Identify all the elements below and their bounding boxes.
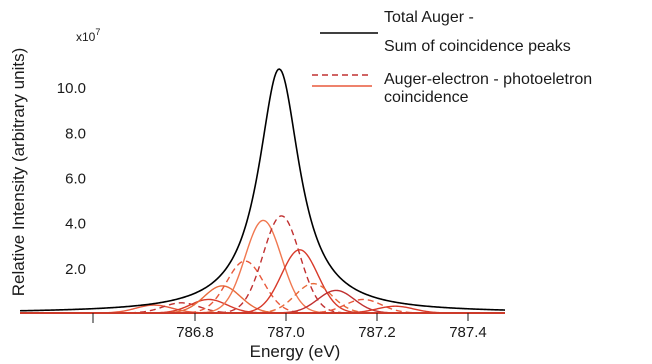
y-tick-label-4: 8.0 xyxy=(65,125,86,142)
legend-label-coincidence-line1: Auger-electron - photoeletron xyxy=(384,71,592,88)
x-tick-label-2: 787.0 xyxy=(267,324,305,341)
x-tick-label-3: 787.2 xyxy=(358,324,396,341)
y-axis-title: Relative Intensity (arbitrary units) xyxy=(9,48,28,296)
y-tick-label-5: 10.0 xyxy=(57,80,86,97)
x-tick-label-4: 787.4 xyxy=(449,324,487,341)
total-auger-line xyxy=(19,68,506,312)
legend-label-coincidence-line2: coincidence xyxy=(384,89,469,106)
legend-item-total: Total Auger - Sum of coincidence peaks xyxy=(320,9,571,55)
component-curve-7 xyxy=(20,215,505,314)
legend-item-coincidence: Auger-electron - photoeletron coincidenc… xyxy=(312,71,592,106)
legend: Total Auger - Sum of coincidence peaks A… xyxy=(312,9,592,106)
component-curve-10 xyxy=(20,289,505,314)
y-ticks: 2.0 4.0 6.0 8.0 10.0 xyxy=(57,80,86,278)
y-tick-label-1: 2.0 xyxy=(65,261,86,278)
component-curve-8 xyxy=(20,249,505,314)
component-curves xyxy=(20,215,505,314)
legend-label-total-line2: Sum of coincidence peaks xyxy=(384,38,571,55)
x-tick-label-1: 786.8 xyxy=(176,324,214,341)
x-axis-title: Energy (eV) xyxy=(250,342,341,361)
y-scale-label: x107 xyxy=(76,27,100,44)
component-curve-6 xyxy=(20,219,505,314)
y-tick-label-3: 6.0 xyxy=(65,170,86,187)
x-ticks: 786.8 787.0 787.2 787.4 xyxy=(176,313,487,341)
y-tick-label-2: 4.0 xyxy=(65,216,86,233)
legend-label-total-line1: Total Auger - xyxy=(384,9,474,26)
